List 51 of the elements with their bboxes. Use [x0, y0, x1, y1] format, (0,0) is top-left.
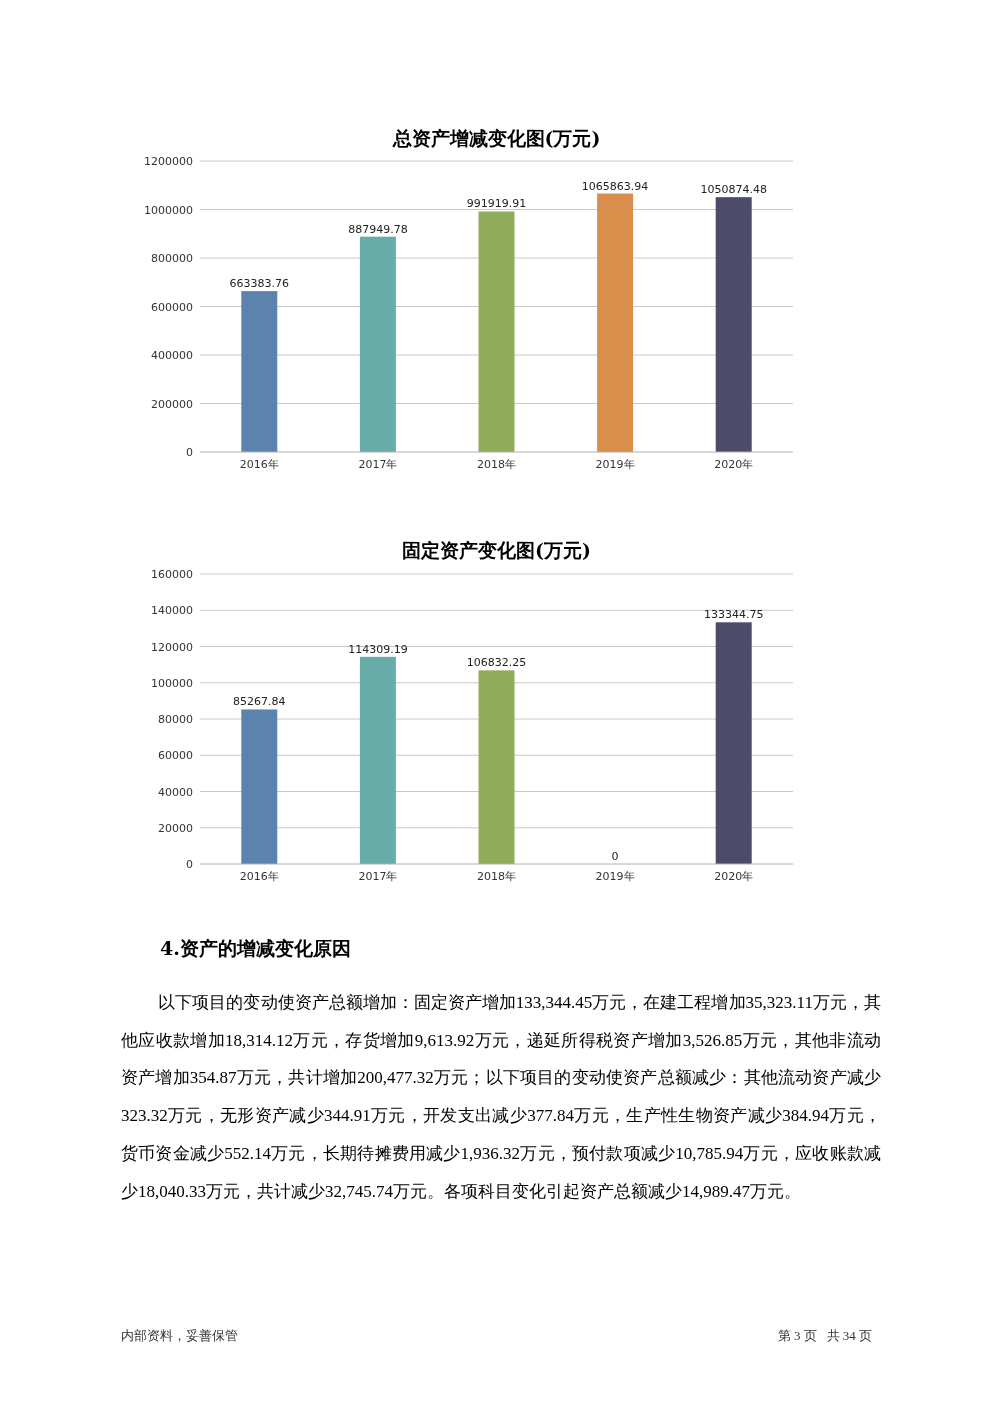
- bar: [478, 670, 515, 864]
- data-label: 114309.19: [348, 642, 408, 656]
- y-tick-label: 120000: [151, 640, 193, 654]
- data-label: 1065863.94: [581, 179, 649, 193]
- text: 第 3 页 共 34 页: [777, 1327, 872, 1345]
- text: 以下项目的变动使资产总额增加：固定资产增加133,344.45万元，在建工程增加35,323.11万元，其他应收款增加18,314.12万元，存货增加9,613.92万元，递延所得税资产增加3,526.85万元，其他非流动资产增加354.87万元，共计增加200,477.32万元；以下项目的变动使资产总额减少：其他流动资产减少323.32万元，无形资产减少344.91万元，开发支出减少377.84万元，生产性生物资产减少384.94万元，货币资金减少552.14万元，长期待摊费用减少1,936.32万元，预付款项减少10,785.94万元，应收账款减少18,040.33万元，共计减少32,745.74万元。各项科目变化引起资产总额减少14,989.47万元。: [121, 992, 881, 1203]
- x-tick-label: 2018年: [477, 458, 516, 471]
- text: 4.资产的增减变化原因: [160, 936, 351, 961]
- y-tick-label: 600000: [151, 300, 193, 314]
- bar: [597, 193, 634, 452]
- x-tick-label: 2020年: [714, 870, 754, 883]
- x-tick-label: 2018年: [477, 870, 516, 883]
- y-tick-label: 80000: [158, 713, 193, 726]
- x-tick-label: 2019年: [595, 458, 635, 471]
- bar: [478, 211, 515, 452]
- data-label: 85267.84: [233, 695, 286, 709]
- chart-title: 总资产增减变化图(万元): [391, 127, 601, 149]
- x-tick-label: 2017年: [358, 458, 398, 471]
- bar: [715, 197, 752, 452]
- y-tick-label: 200000: [151, 397, 193, 411]
- y-tick-label: 160000: [151, 568, 193, 581]
- chart-title: 固定资产变化图(万元): [402, 539, 591, 561]
- bar: [241, 709, 278, 864]
- y-tick-label: 20000: [158, 821, 193, 835]
- x-tick-label: 2020年: [714, 458, 754, 471]
- y-tick-label: 140000: [151, 604, 193, 618]
- data-label: 887949.78: [348, 222, 408, 236]
- y-tick-label: 100000: [151, 676, 193, 690]
- data-label: 0: [611, 850, 619, 863]
- x-tick-label: 2019年: [595, 870, 635, 883]
- y-tick-label: 40000: [158, 785, 193, 799]
- y-tick-label: 0: [186, 446, 193, 459]
- data-label: 991919.91: [466, 197, 527, 211]
- y-tick-label: 400000: [151, 349, 193, 362]
- bar: [715, 622, 752, 864]
- bar: [241, 291, 278, 452]
- y-tick-label: 0: [186, 858, 193, 871]
- y-tick-label: 1000000: [144, 203, 193, 217]
- text: 内部资料，妥善保管: [121, 1327, 238, 1345]
- data-label: 1050874.48: [700, 183, 767, 197]
- y-tick-label: 60000: [158, 749, 193, 763]
- bar: [359, 236, 396, 452]
- x-tick-label: 2016年: [239, 870, 279, 883]
- data-label: 133344.75: [703, 608, 764, 622]
- y-tick-label: 1200000: [144, 155, 193, 168]
- x-tick-label: 2016年: [239, 458, 279, 471]
- y-tick-label: 800000: [151, 252, 193, 265]
- data-label: 663383.76: [229, 277, 290, 291]
- x-tick-label: 2017年: [358, 870, 398, 883]
- data-label: 106832.25: [466, 656, 527, 670]
- bar: [359, 656, 396, 864]
